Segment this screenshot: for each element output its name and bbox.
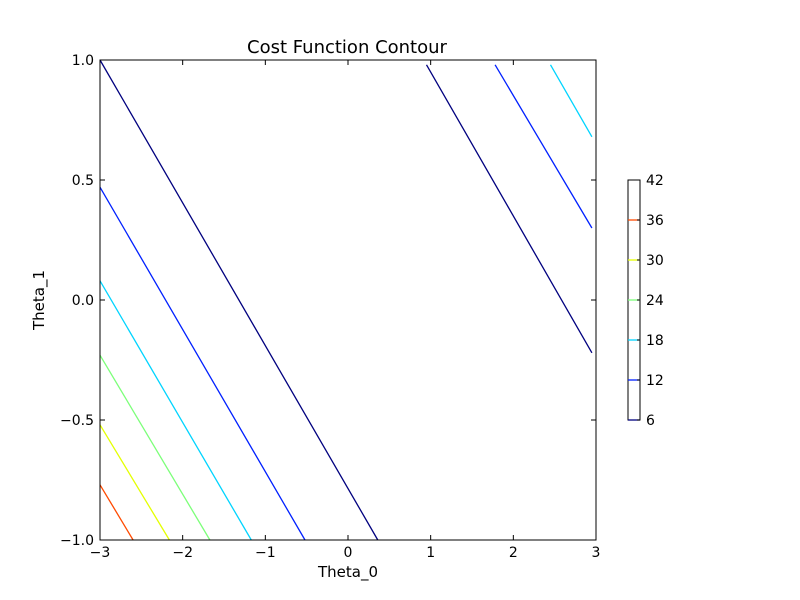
x-tick-label: −3 bbox=[90, 545, 111, 561]
y-axis-ticks: −1.0 −0.5 0.0 0.5 1.0 bbox=[60, 53, 596, 549]
colorbar-tick-label: 30 bbox=[646, 253, 664, 269]
x-axis-label: Theta_0 bbox=[317, 563, 378, 582]
contour-level-24-segment-1 bbox=[99, 354, 211, 541]
y-tick-label: 0.0 bbox=[72, 293, 94, 309]
y-tick-label: 0.5 bbox=[72, 173, 94, 189]
contour-level-18-segment-2 bbox=[549, 64, 593, 138]
contour-level-36-segment-1 bbox=[99, 484, 134, 541]
x-tick-label: 1 bbox=[426, 545, 435, 561]
colorbar-tick-label: 42 bbox=[646, 173, 664, 189]
chart-title: Cost Function Contour bbox=[247, 37, 447, 58]
colorbar-tick-label: 36 bbox=[646, 213, 664, 229]
y-axis-label: Theta_1 bbox=[30, 270, 49, 331]
y-tick-label: 1.0 bbox=[72, 53, 94, 69]
contour-level-6-segment-1 bbox=[99, 59, 379, 541]
x-tick-label: 0 bbox=[344, 545, 353, 561]
x-tick-label: 2 bbox=[509, 545, 518, 561]
contour-level-18-segment-1 bbox=[99, 280, 252, 541]
colorbar-tick-label: 24 bbox=[646, 293, 664, 309]
colorbar-ticks: 6 12 18 24 30 36 42 bbox=[628, 173, 664, 429]
colorbar: 6 12 18 24 30 36 42 bbox=[627, 173, 664, 429]
contour-level-6-segment-2 bbox=[425, 64, 593, 354]
contour-level-12-segment-2 bbox=[494, 64, 593, 229]
colorbar-tick-label: 12 bbox=[646, 373, 664, 389]
contour-level-12-segment-1 bbox=[99, 186, 306, 541]
contour-level-30-segment-1 bbox=[99, 424, 170, 541]
y-tick-label: −0.5 bbox=[60, 413, 94, 429]
x-axis-ticks: −3 −2 −1 0 1 2 3 bbox=[90, 60, 601, 561]
y-tick-label: −1.0 bbox=[60, 533, 94, 549]
x-tick-label: −2 bbox=[172, 545, 193, 561]
x-tick-label: 3 bbox=[592, 545, 601, 561]
contour-lines bbox=[99, 59, 593, 541]
colorbar-tick-label: 6 bbox=[646, 413, 655, 429]
x-tick-label: −1 bbox=[255, 545, 276, 561]
colorbar-tick-label: 18 bbox=[646, 333, 664, 349]
